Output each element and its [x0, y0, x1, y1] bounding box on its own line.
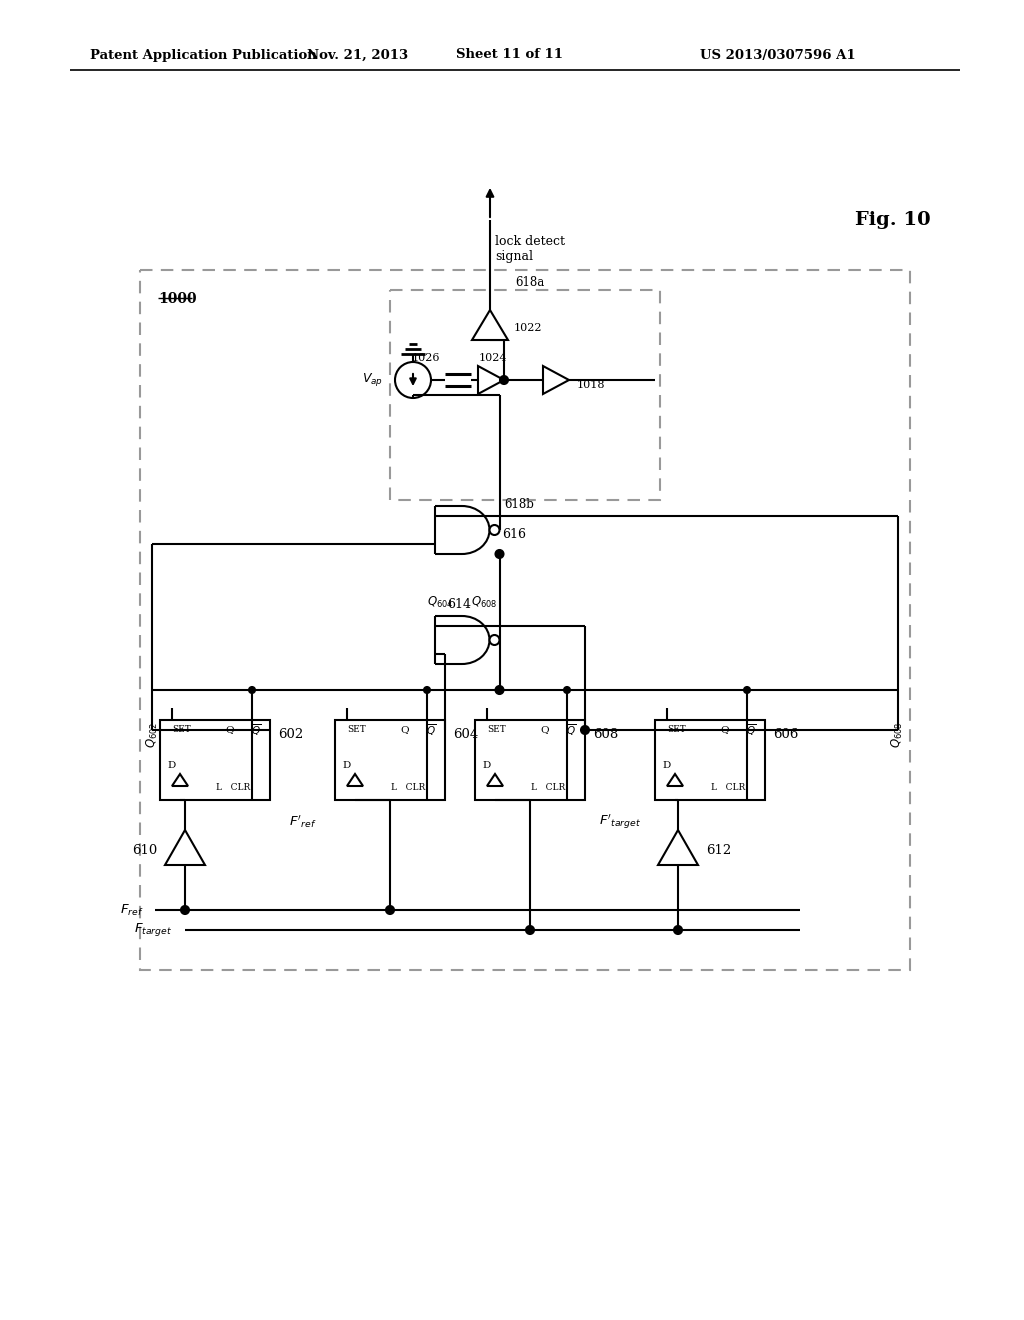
- Polygon shape: [667, 774, 683, 785]
- Text: $\overline{Q}$: $\overline{Q}$: [745, 722, 756, 738]
- Circle shape: [386, 906, 394, 913]
- Circle shape: [249, 686, 255, 693]
- Text: 1024: 1024: [479, 352, 507, 363]
- Polygon shape: [347, 774, 362, 785]
- Text: $\overline{Q}$: $\overline{Q}$: [251, 722, 261, 738]
- Text: 608: 608: [593, 729, 618, 741]
- Polygon shape: [658, 830, 698, 865]
- Bar: [160, 719, 270, 800]
- Text: 1000: 1000: [158, 292, 197, 306]
- Text: Patent Application Publication: Patent Application Publication: [90, 49, 316, 62]
- Text: 612: 612: [706, 843, 731, 857]
- Text: L   CLR: L CLR: [391, 784, 425, 792]
- Circle shape: [744, 686, 750, 693]
- Circle shape: [526, 927, 534, 935]
- Text: D: D: [483, 760, 492, 770]
- Text: 602: 602: [278, 729, 303, 741]
- Text: 604: 604: [453, 729, 478, 741]
- Polygon shape: [478, 366, 504, 393]
- Text: SET: SET: [173, 726, 191, 734]
- Circle shape: [564, 686, 570, 693]
- Text: 1018: 1018: [577, 380, 605, 389]
- Text: Q: Q: [541, 726, 549, 734]
- Text: $\overline{Q}$: $\overline{Q}$: [426, 722, 436, 738]
- Bar: [475, 719, 585, 800]
- Text: 614: 614: [447, 598, 471, 611]
- Text: $Q_{604}$: $Q_{604}$: [427, 594, 454, 610]
- Text: 1022: 1022: [514, 323, 543, 333]
- Polygon shape: [172, 774, 188, 785]
- Text: D: D: [168, 760, 176, 770]
- Polygon shape: [487, 774, 503, 785]
- Text: 616: 616: [502, 528, 526, 541]
- Text: lock detect
signal: lock detect signal: [495, 235, 565, 263]
- Text: L   CLR: L CLR: [216, 784, 250, 792]
- Bar: [390, 290, 660, 500]
- Text: 618a: 618a: [515, 276, 544, 289]
- Text: $F'_{target}$: $F'_{target}$: [599, 813, 641, 832]
- Circle shape: [500, 376, 508, 384]
- Polygon shape: [543, 366, 569, 393]
- Text: $Q_{602}$: $Q_{602}$: [145, 722, 160, 748]
- Bar: [335, 719, 445, 800]
- Polygon shape: [165, 830, 205, 865]
- Text: $F'_{ref}$: $F'_{ref}$: [289, 813, 316, 830]
- Circle shape: [424, 686, 430, 693]
- Text: $Q_{608}$: $Q_{608}$: [471, 594, 498, 610]
- Circle shape: [496, 686, 504, 694]
- Text: $F_{ref}$: $F_{ref}$: [121, 903, 144, 917]
- Circle shape: [581, 726, 589, 734]
- Circle shape: [489, 525, 500, 535]
- Text: Q: Q: [225, 726, 234, 734]
- Text: $F_{target}$: $F_{target}$: [134, 921, 172, 939]
- Circle shape: [674, 927, 682, 935]
- Bar: [655, 719, 765, 800]
- Text: 618b: 618b: [505, 499, 535, 511]
- Text: Fig. 10: Fig. 10: [855, 211, 931, 228]
- Text: Sheet 11 of 11: Sheet 11 of 11: [457, 49, 563, 62]
- Text: Nov. 21, 2013: Nov. 21, 2013: [307, 49, 409, 62]
- Text: SET: SET: [487, 726, 507, 734]
- Circle shape: [489, 635, 500, 645]
- Text: 1026: 1026: [412, 352, 440, 363]
- Text: SET: SET: [347, 726, 367, 734]
- Text: D: D: [663, 760, 671, 770]
- Polygon shape: [472, 310, 508, 341]
- Circle shape: [395, 362, 431, 399]
- Text: $Q_{608}$: $Q_{608}$: [890, 722, 905, 748]
- Text: Q: Q: [400, 726, 410, 734]
- Text: D: D: [343, 760, 351, 770]
- Text: L   CLR: L CLR: [530, 784, 565, 792]
- Text: L   CLR: L CLR: [711, 784, 745, 792]
- Text: US 2013/0307596 A1: US 2013/0307596 A1: [700, 49, 856, 62]
- Bar: [140, 271, 910, 970]
- Text: SET: SET: [668, 726, 686, 734]
- Text: Q: Q: [721, 726, 729, 734]
- Circle shape: [181, 906, 189, 913]
- Text: 606: 606: [773, 729, 799, 741]
- Circle shape: [496, 550, 504, 558]
- Text: 610: 610: [132, 843, 157, 857]
- Text: $\overline{Q}$: $\overline{Q}$: [566, 722, 577, 738]
- Text: $V_{ap}$: $V_{ap}$: [361, 371, 383, 388]
